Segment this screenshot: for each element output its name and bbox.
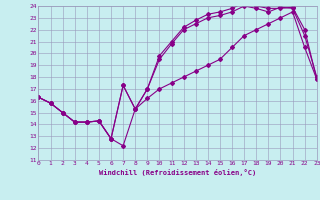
X-axis label: Windchill (Refroidissement éolien,°C): Windchill (Refroidissement éolien,°C) [99, 169, 256, 176]
